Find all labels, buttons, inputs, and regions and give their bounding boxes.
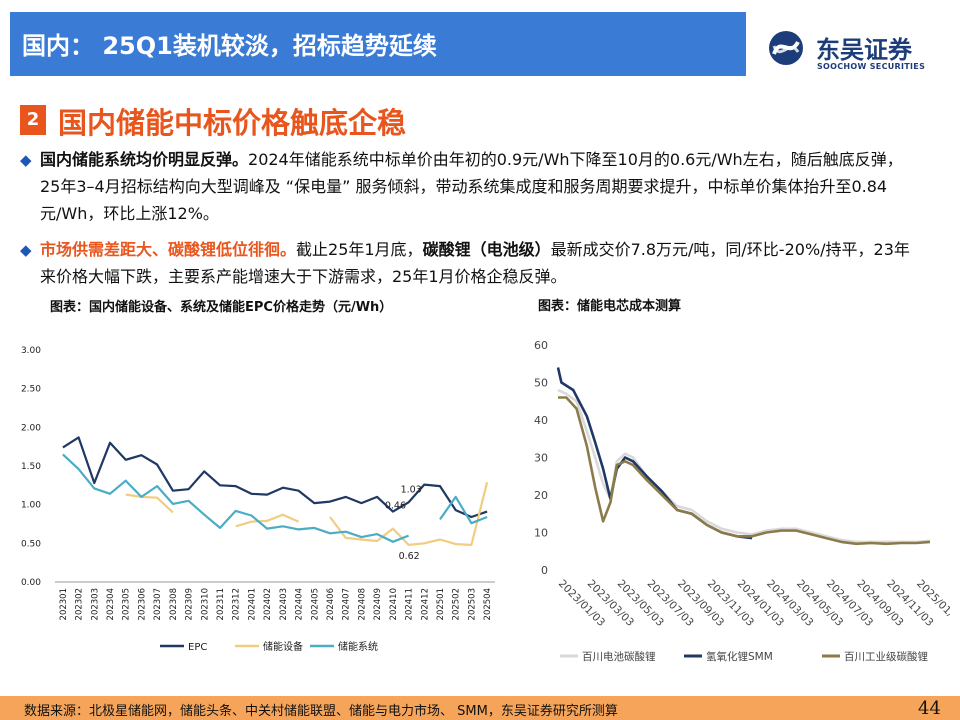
footer-bar	[0, 696, 960, 720]
paragraph-2-body-1: 截止25年1月底，	[296, 240, 423, 259]
y-tick-label: 1.50	[21, 462, 41, 472]
y-tick-label: 20	[534, 489, 548, 502]
section-title: 国内储能中标价格触底企稳	[58, 106, 407, 140]
x-tick-label: 202503	[467, 588, 477, 620]
diamond-bullet-icon: ◆	[20, 241, 32, 259]
y-tick-label: 40	[534, 414, 548, 427]
x-tick-label: 202303	[90, 588, 100, 620]
x-tick-label: 202409	[373, 588, 383, 620]
epc-price-chart: 0.00 0.50 1.00 1.50 2.00 2.50 3.00 202301 202302…	[21, 346, 495, 653]
x-tick-label: 202411	[405, 588, 415, 620]
x-tick-label: 202306	[137, 588, 147, 620]
y-tick-label: 1.00	[21, 501, 41, 511]
x-tick-label: 202502	[452, 588, 462, 620]
x-tick-label: 202310	[200, 588, 210, 620]
paragraph-2-bold-term: 碳酸锂（电池级）	[422, 240, 551, 259]
data-label: 1.03	[401, 484, 422, 495]
y-tick-label: 3.00	[21, 346, 41, 356]
legend-label: 氢氧化锂SMM	[706, 650, 773, 663]
y-tick-label: 30	[534, 452, 548, 465]
y-tick-label: 0	[541, 564, 548, 577]
x-tick-label: 202504	[483, 588, 493, 620]
x-tick-label: 202407	[342, 588, 352, 620]
header-bar	[10, 12, 746, 76]
x-tick-label: 202308	[169, 588, 179, 620]
y-tick-label: 2.50	[21, 385, 41, 395]
x-tick-label: 202501	[436, 588, 446, 620]
y-tick-label: 50	[534, 377, 548, 390]
y-tick-label: 2.00	[21, 423, 41, 433]
paragraph-1-heading: 国内储能系统均价明显反弹。	[40, 150, 249, 169]
y-tick-label: 0.00	[21, 578, 41, 588]
left-chart-caption: 图表：国内储能设备、系统及储能EPC价格走势（元/Wh）	[50, 300, 393, 315]
data-label: 0.62	[399, 551, 420, 562]
x-tick-label: 202401	[247, 588, 257, 620]
y-tick-label: 10	[534, 527, 548, 540]
legend-label: EPC	[188, 642, 207, 653]
x-tick-label: 202406	[326, 588, 336, 620]
paragraph-2: 市场供需差距大、碳酸锂低位徘徊。截止25年1月底，碳酸锂（电池级）最新成交价7.…	[40, 236, 920, 290]
series-line-EPC	[62, 436, 488, 519]
cell-cost-chart: 01020304050602023/01/032023/03/032023/05…	[534, 339, 950, 663]
series-line-储能设备	[125, 481, 489, 546]
legend-label: 百川工业级碳酸锂	[844, 650, 928, 663]
right-chart-caption: 图表：储能电芯成本测算	[538, 299, 682, 314]
x-tick-label: 202304	[106, 588, 116, 620]
x-tick-label: 202307	[153, 588, 163, 620]
data-label: 0.46	[385, 501, 406, 512]
section-number: 2	[20, 105, 46, 135]
paragraph-1: 国内储能系统均价明显反弹。2024年储能系统中标单价由年初的0.9元/Wh下降至…	[40, 146, 920, 227]
legend-label: 百川电池碳酸锂	[582, 650, 656, 663]
data-source: 数据来源：北极星储能网，储能头条、中关村储能联盟、储能与电力市场、 SMM，东吴…	[24, 704, 618, 719]
x-tick-label: 202301	[59, 588, 69, 620]
logo-subtitle: SOOCHOW SECURITIES	[817, 62, 926, 71]
paragraph-1-body: 2024年储能系统中标单价由年初的0.9元/Wh下降至10月的0.6元/Wh左右…	[40, 150, 903, 223]
diamond-bullet-icon: ◆	[20, 151, 32, 169]
x-tick-label: 202403	[279, 588, 289, 620]
x-tick-label: 202405	[310, 588, 320, 620]
paragraph-2-body-2: 最新成交价7.8万元/吨，同/环比-20%/持平，23年来价格大幅下跌，主要系产…	[40, 240, 910, 286]
series-line-百川工业级碳酸锂	[558, 396, 931, 546]
y-tick-label: 60	[534, 339, 548, 352]
x-tick-label: 202410	[389, 588, 399, 620]
legend-label: 储能设备	[263, 640, 303, 653]
page-title: 国内： 25Q1装机较淡，招标趋势延续	[22, 32, 437, 60]
x-tick-label: 202404	[295, 588, 305, 620]
x-tick-label: 202312	[232, 588, 242, 620]
page-number: 44	[918, 698, 941, 719]
x-tick-label: 202305	[122, 588, 132, 620]
x-tick-label: 202408	[357, 588, 367, 620]
y-tick-label: 0.50	[21, 539, 41, 549]
paragraph-2-heading: 市场供需差距大、碳酸锂低位徘徊。	[40, 240, 297, 259]
logo-text: 东吴证券	[816, 36, 912, 64]
series-line-储能系统	[62, 453, 488, 543]
x-tick-label: 202302	[75, 588, 85, 620]
logo-icon	[769, 31, 803, 65]
x-tick-label: 202412	[420, 588, 430, 620]
legend-label: 储能系统	[338, 640, 378, 653]
x-tick-label: 202402	[263, 588, 273, 620]
x-tick-label: 202311	[216, 588, 226, 620]
series-line-百川电池碳酸锂	[557, 388, 931, 544]
x-tick-label: 202309	[185, 588, 195, 620]
